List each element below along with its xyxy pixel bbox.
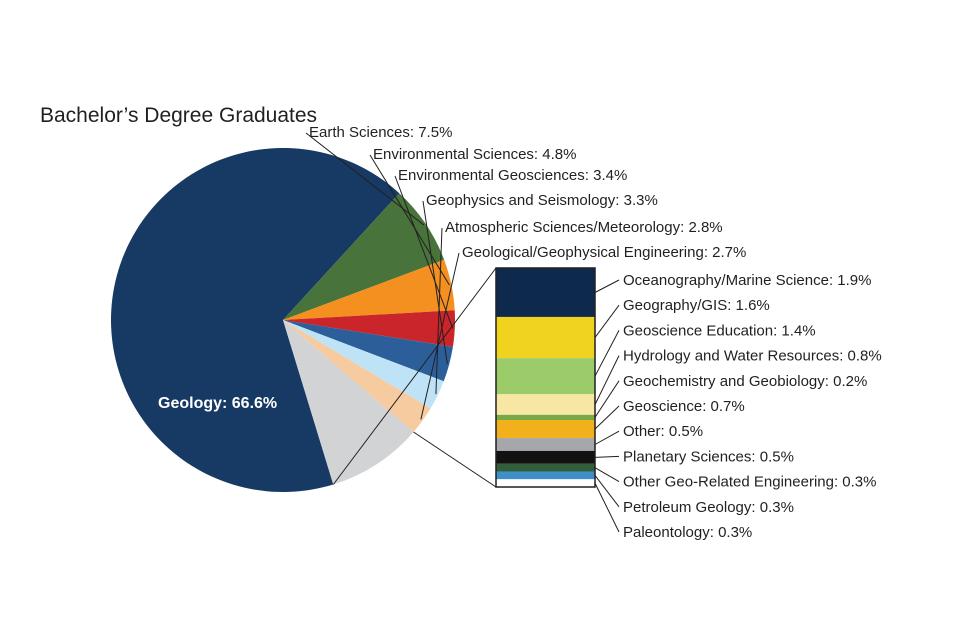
- pie-slice-geophysics-and-seismology: [283, 320, 453, 382]
- slice-label-earth-sciences: Earth Sciences: 7.5%: [309, 124, 452, 141]
- breakdown-label-geoscience: Geoscience: 0.7%: [623, 398, 745, 415]
- breakdown-label-petroleum-geology: Petroleum Geology: 0.3%: [623, 499, 794, 516]
- breakdown-label-geoscience-education: Geoscience Education: 1.4%: [623, 322, 816, 339]
- connector-line-top: [332, 267, 497, 485]
- breakdown-leader-petroleum-geology: [594, 475, 620, 508]
- slice-label-atmospheric-sciences-meteorology: Atmospheric Sciences/Meteorology: 2.8%: [445, 219, 723, 236]
- pie-slice-earth-sciences: [283, 193, 445, 320]
- breakdown-leader-geoscience: [594, 405, 620, 430]
- breakdown-label-geochemistry-and-geobiology: Geochemistry and Geobiology: 0.2%: [623, 373, 867, 390]
- slice-callouts: Geology: 66.6% Earth Sciences: 7.5% Enviro…: [158, 124, 746, 420]
- slice-label-geophysics-and-seismology: Geophysics and Seismology: 3.3%: [426, 192, 658, 209]
- breakdown-leader-other: [594, 430, 620, 445]
- pie-slices: [110, 147, 455, 492]
- breakdown-leader-planetary-sciences: [594, 455, 620, 458]
- leader-line-atmospheric-sciences-meteorology: [435, 227, 443, 395]
- breakdown-leader-paleontology: [594, 482, 620, 533]
- breakdown-segment-other: [496, 438, 595, 451]
- breakdown-label-geography-gis: Geography/GIS: 1.6%: [623, 297, 770, 314]
- pie-slice-geology: [110, 147, 400, 492]
- breakdown-leader-geoscience-education: [594, 330, 620, 377]
- breakdown-leader-oceanography-marine-science: [594, 279, 620, 293]
- pie-slice-environmental-geosciences: [283, 310, 455, 347]
- breakdown-segment-geochemistry-and-geobiology: [496, 414, 595, 421]
- pie-slice-environmental-sciences: [283, 259, 455, 320]
- breakdown-leader-geography-gis: [594, 304, 620, 338]
- breakdown-label-planetary-sciences: Planetary Sciences: 0.5%: [623, 448, 794, 465]
- breakdown-leader-hydrology-and-water-resources: [594, 355, 620, 405]
- slice-label-geology: Geology: 66.6%: [158, 395, 277, 412]
- slice-label-environmental-sciences: Environmental Sciences: 4.8%: [373, 146, 576, 163]
- slice-label-environmental-geosciences: Environmental Geosciences: 3.4%: [398, 167, 627, 184]
- breakdown-segment-geoscience-education: [496, 358, 595, 395]
- leader-line-environmental-sciences: [369, 154, 450, 286]
- leader-line-environmental-geosciences: [394, 175, 454, 329]
- breakdown-segment-planetary-sciences: [496, 450, 595, 464]
- breakdown-segment-oceanography-marine-science: [496, 268, 595, 317]
- breakdown-segment-geography-gis: [496, 316, 595, 359]
- slice-label-geological-geophysical-engineering: Geological/Geophysical Engineering: 2.7%: [462, 244, 746, 261]
- breakdown-label-other-geo-related-engineering: Other Geo-Related Engineering: 0.3%: [623, 474, 876, 491]
- leader-line-earth-sciences: [305, 132, 425, 226]
- leader-line-geophysics-and-seismology: [422, 200, 448, 364]
- breakdown-segment-hydrology-and-water-resources: [496, 394, 595, 415]
- breakdown-label-other: Other: 0.5%: [623, 423, 703, 440]
- chart-title: Bachelor’s Degree Graduates: [40, 104, 317, 127]
- connector-line-bottom: [413, 431, 497, 488]
- pie-slice-atmospheric-sciences-meteorology: [283, 320, 444, 409]
- pie-slice-other: [283, 320, 414, 485]
- breakdown-segment-geoscience: [496, 420, 595, 439]
- breakdown-segment-other-geo-related-engineering: [496, 463, 595, 472]
- breakdown-label-paleontology: Paleontology: 0.3%: [623, 524, 752, 541]
- breakdown-segment-paleontology: [496, 479, 595, 487]
- breakdown-segment-petroleum-geology: [496, 471, 595, 480]
- breakdown-leader-other-geo-related-engineering: [594, 467, 620, 483]
- breakdown-bar: Oceanography/Marine Science: 1.9% Geograp…: [332, 267, 882, 541]
- breakdown-label-oceanography-marine-science: Oceanography/Marine Science: 1.9%: [623, 272, 871, 289]
- breakdown-label-hydrology-and-water-resources: Hydrology and Water Resources: 0.8%: [623, 348, 882, 365]
- breakdown-bar-outline: [495, 267, 596, 488]
- leader-line-geological-geophysical-engineering: [420, 252, 460, 420]
- breakdown-leader-geochemistry-and-geobiology: [594, 380, 620, 418]
